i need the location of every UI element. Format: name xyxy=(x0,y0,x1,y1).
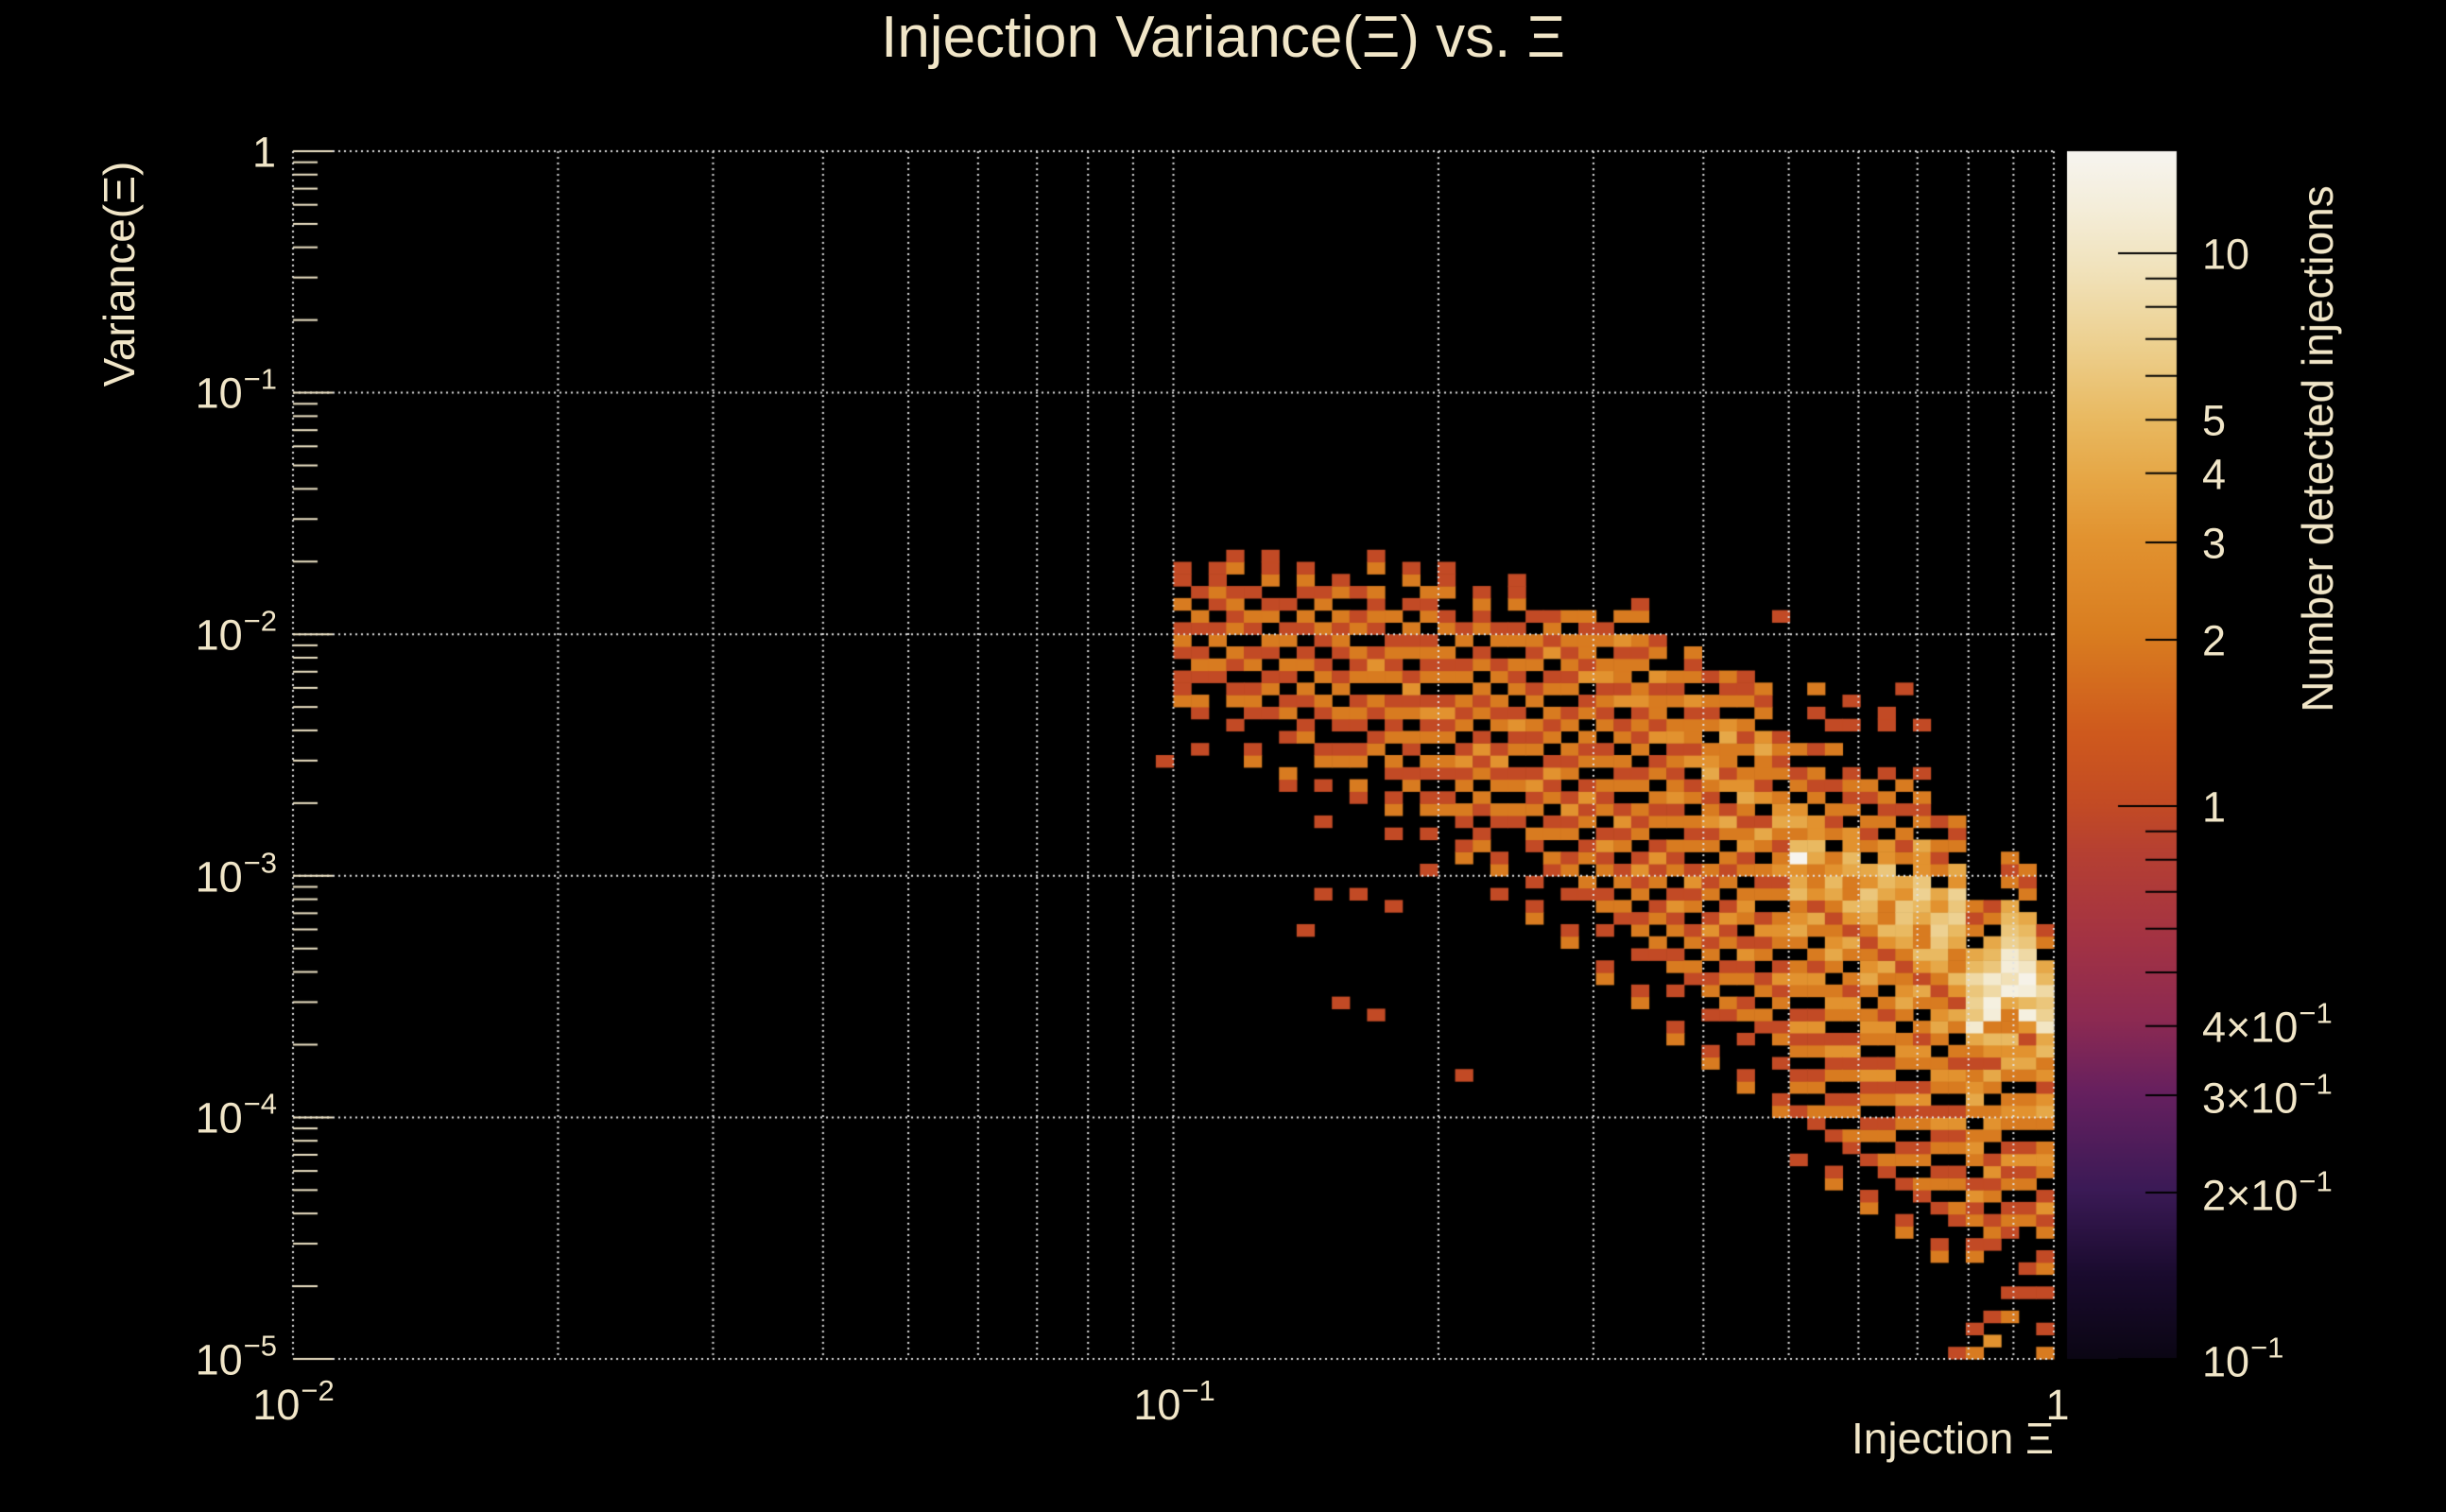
z-tick-label-3: 3 xyxy=(2202,517,2226,569)
z-tick-base: 10 xyxy=(2202,230,2250,279)
z-tick-base: 2×10 xyxy=(2202,1171,2299,1220)
z-tick-base: 4 xyxy=(2202,450,2227,499)
y-tick-base: 1 xyxy=(251,128,276,177)
x-tick-base: 10 xyxy=(252,1381,301,1429)
z-tick-exp: −1 xyxy=(2299,996,2333,1030)
z-tick-base: 3 xyxy=(2202,519,2227,568)
z-tick-label-4: 4 xyxy=(2202,448,2226,500)
y-tick-base: 10 xyxy=(195,1093,243,1143)
x-tick-exp: −2 xyxy=(301,1374,335,1407)
y-tick-exp: −3 xyxy=(243,846,277,880)
y-tick-exp: −2 xyxy=(243,604,277,638)
y-tick-base: 10 xyxy=(195,852,243,902)
z-tick-label-2e-1: 2×10−1 xyxy=(2202,1165,2333,1221)
y-tick-base: 10 xyxy=(195,1335,243,1384)
z-tick-label-2: 2 xyxy=(2202,614,2226,666)
x-tick-label-1e-1: 10−1 xyxy=(1133,1374,1214,1430)
z-tick-base: 3×10 xyxy=(2202,1074,2299,1123)
z-tick-label-3e-1: 3×10−1 xyxy=(2202,1068,2333,1124)
z-tick-exp: −1 xyxy=(2250,1331,2284,1365)
colorbar-title: Number detected injections xyxy=(2293,185,2342,713)
z-tick-base: 10 xyxy=(2202,1337,2250,1386)
page-title: Injection Variance(Ξ) vs. Ξ xyxy=(881,5,1565,70)
z-tick-base: 4×10 xyxy=(2202,1003,2299,1052)
z-tick-label-5: 5 xyxy=(2202,394,2226,446)
y-tick-exp: −5 xyxy=(243,1329,277,1363)
y-tick-label-1e-2: 10−2 xyxy=(195,605,277,661)
x-tick-base: 1 xyxy=(2045,1381,2070,1429)
x-axis-title: Injection Ξ xyxy=(1851,1414,2054,1463)
z-tick-exp: −1 xyxy=(2299,1067,2333,1101)
z-tick-base: 1 xyxy=(2202,782,2227,832)
y-tick-base: 10 xyxy=(195,369,243,418)
y-tick-exp: −4 xyxy=(243,1087,277,1121)
z-tick-base: 2 xyxy=(2202,616,2227,665)
z-tick-exp: −1 xyxy=(2299,1164,2333,1198)
x-tick-base: 10 xyxy=(1133,1381,1181,1429)
y-tick-label-1e-5: 10−5 xyxy=(195,1329,277,1385)
x-tick-label-1: 1 xyxy=(2045,1378,2069,1430)
z-tick-label-4e-1: 4×10−1 xyxy=(2202,997,2333,1053)
y-tick-label-1: 1 xyxy=(252,126,276,178)
x-tick-label-1e-2: 10−2 xyxy=(252,1374,334,1430)
y-tick-exp: −1 xyxy=(243,362,277,396)
y-axis-title: Variance(Ξ) xyxy=(95,161,144,387)
y-tick-label-1e-1: 10−1 xyxy=(195,363,277,419)
x-tick-exp: −1 xyxy=(1181,1374,1215,1407)
y-tick-label-1e-4: 10−4 xyxy=(195,1087,277,1143)
y-tick-label-1e-3: 10−3 xyxy=(195,846,277,902)
z-tick-base: 5 xyxy=(2202,396,2227,445)
z-tick-label-1: 1 xyxy=(2202,781,2226,833)
y-tick-base: 10 xyxy=(195,610,243,660)
z-tick-label-10: 10 xyxy=(2202,228,2249,280)
z-tick-label-1e-1: 10−1 xyxy=(2202,1331,2284,1387)
